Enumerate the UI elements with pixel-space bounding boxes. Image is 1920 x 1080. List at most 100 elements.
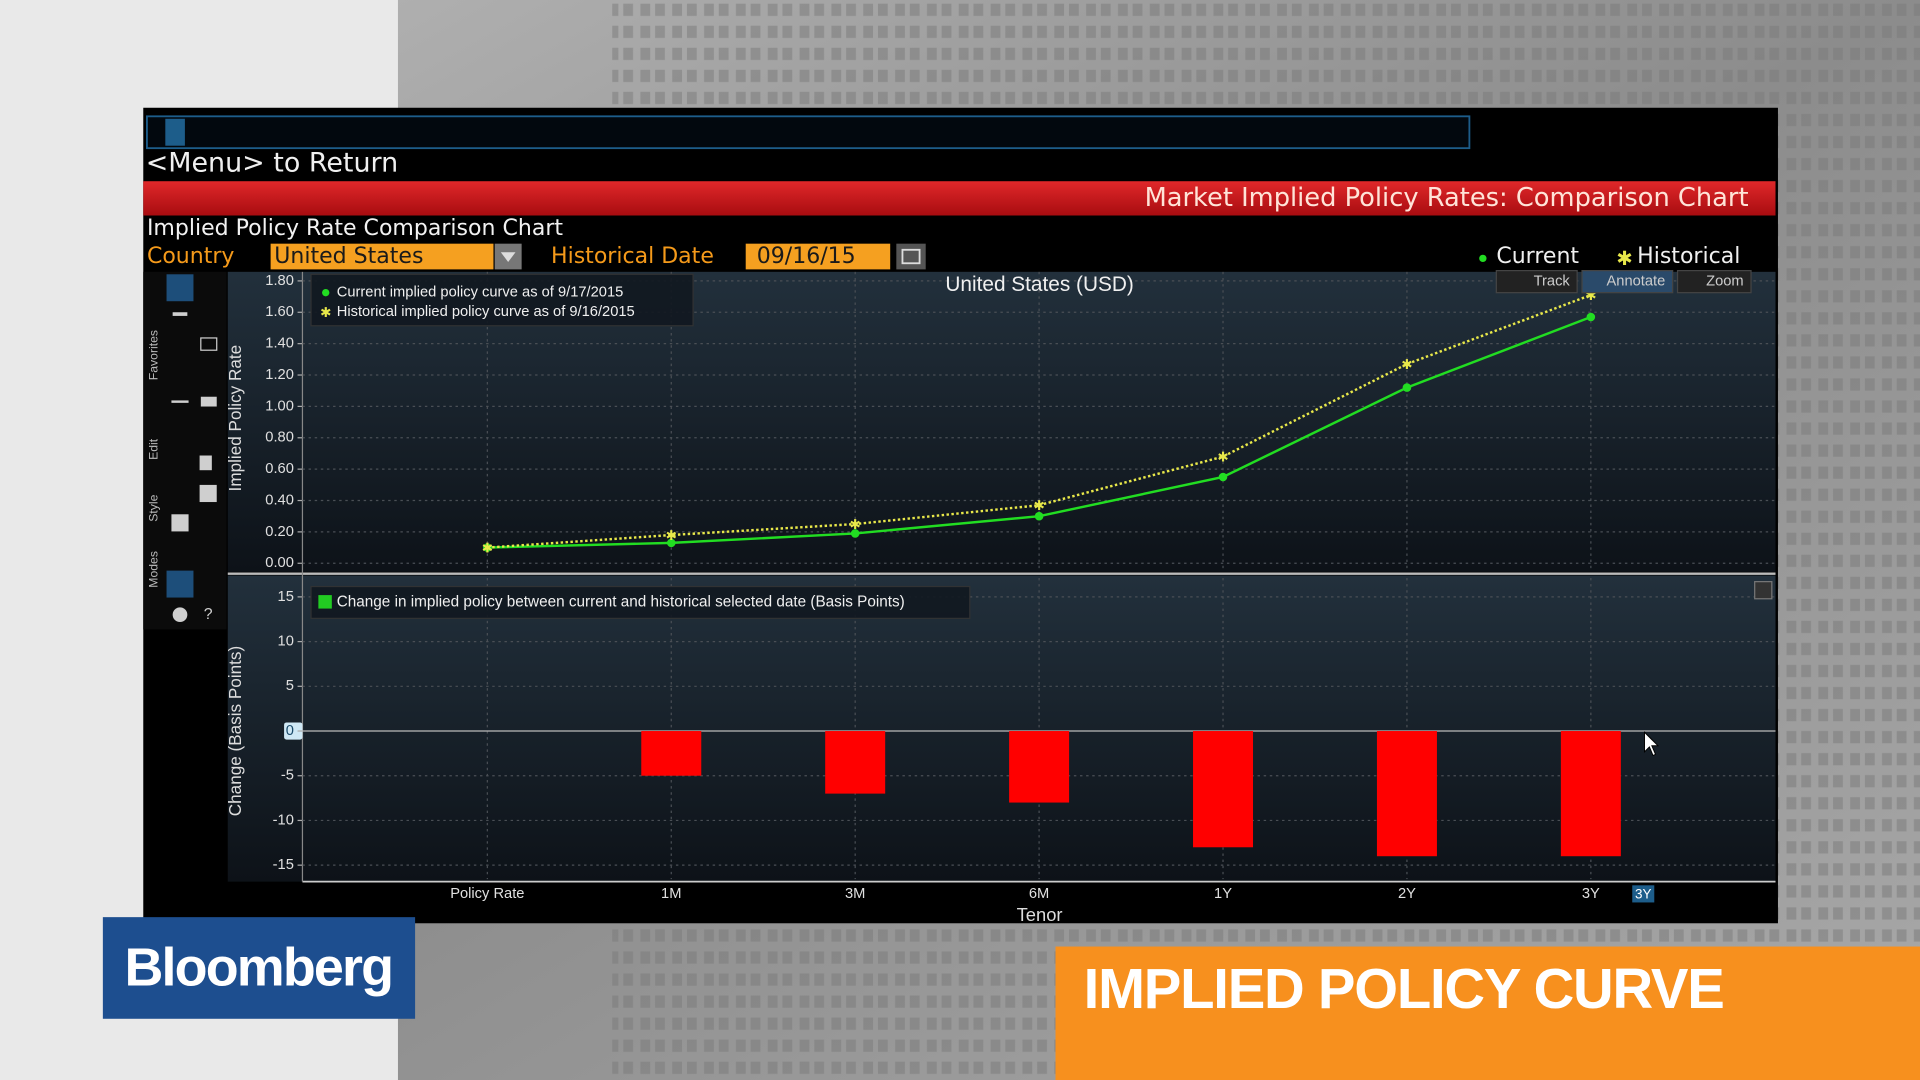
date-label: Historical Date — [551, 244, 714, 269]
y-tick-label: 0.60 — [265, 461, 294, 477]
x-tick-label: 6M — [1029, 886, 1049, 902]
legend-box — [310, 585, 971, 619]
bar — [1376, 731, 1437, 857]
tool-icon[interactable] — [171, 514, 189, 532]
legend-label: Change in implied policy between current… — [337, 593, 905, 610]
y-tick-label: 1.80 — [265, 273, 294, 289]
point — [666, 538, 676, 548]
toolbar-button[interactable] — [1676, 270, 1752, 294]
point — [1402, 383, 1412, 392]
point: ✱ — [1585, 288, 1596, 303]
y-tick-label: 0.20 — [265, 524, 294, 540]
bar — [641, 731, 702, 776]
toolbar-button[interactable] — [1495, 270, 1578, 294]
panel-button[interactable] — [1754, 581, 1773, 600]
toolbar-label: Zoom — [1706, 274, 1744, 290]
x-tick-label: 3M — [845, 886, 865, 902]
zero-tick-highlight — [284, 722, 303, 740]
bar — [1193, 731, 1254, 848]
range-button[interactable] — [1632, 885, 1655, 903]
side-tab[interactable]: Style — [147, 494, 161, 521]
y-tick-label: -15 — [273, 857, 294, 873]
brand-logo: Bloomberg — [125, 937, 393, 997]
tool-icon[interactable] — [200, 337, 218, 351]
banner-title: Market Implied Policy Rates: Comparison … — [1145, 183, 1749, 213]
x-tick-label: 2Y — [1398, 886, 1416, 902]
country-field[interactable] — [270, 243, 494, 270]
side-tab[interactable]: Favorites — [147, 330, 161, 380]
menu-text: <Menu> to Return — [146, 148, 399, 179]
calendar-button[interactable] — [896, 243, 926, 270]
country-value: United States — [274, 244, 423, 269]
x-tick-label: 1Y — [1214, 886, 1232, 902]
point: ✱ — [666, 528, 677, 543]
title-banner — [143, 181, 1776, 216]
point — [483, 543, 492, 552]
y-tick-label: 0.80 — [265, 430, 294, 446]
y-axis-label: Implied Policy Rate — [225, 345, 245, 492]
tool-icon[interactable] — [199, 484, 217, 503]
range-button-label: 3Y — [1635, 887, 1651, 902]
cursor-block — [165, 118, 185, 146]
subtitle: Implied Policy Rate Comparison Chart — [147, 216, 563, 241]
legend-historical-marker: ✱ — [1616, 248, 1632, 270]
x-tick-label: 1M — [661, 886, 681, 902]
y-tick-label: 1.20 — [265, 367, 294, 383]
point: ✱ — [482, 540, 493, 555]
legend-historical: Historical — [1637, 244, 1740, 269]
date-field[interactable] — [745, 243, 891, 270]
tool-select[interactable] — [166, 274, 194, 302]
x-tick-label: 3Y — [1582, 886, 1600, 902]
series-line — [487, 293, 1592, 549]
bar — [1009, 731, 1070, 803]
side-tab[interactable]: Edit — [147, 438, 161, 460]
bar — [1560, 731, 1621, 857]
toolbar-button[interactable] — [1581, 270, 1674, 294]
point: ✱ — [1217, 449, 1228, 464]
y-axis-label: Change (Basis Points) — [225, 646, 245, 816]
bar — [825, 731, 886, 794]
side-tab[interactable]: Modes — [147, 551, 161, 588]
tool-icon[interactable] — [171, 400, 189, 403]
y-tick-label: 1.40 — [265, 336, 294, 352]
point — [1586, 312, 1596, 322]
tool-mode[interactable] — [166, 570, 194, 598]
y-tick-label: 0.00 — [265, 555, 294, 571]
calendar-icon — [901, 248, 921, 265]
toolbar-bg — [143, 271, 227, 630]
legend-current-marker — [1479, 254, 1487, 263]
date-value: 09/16/15 — [757, 244, 856, 269]
point — [1218, 472, 1228, 482]
x-tick-label: Policy Rate — [450, 886, 524, 902]
y-tick-label: 10 — [278, 633, 294, 649]
y-tick-label: -10 — [273, 812, 294, 828]
point — [850, 529, 860, 538]
tool-settings[interactable] — [172, 607, 188, 623]
brand-box — [102, 917, 416, 1019]
dropdown-arrow — [500, 252, 516, 263]
mouse-cursor — [1644, 731, 1660, 757]
legend-label: Historical implied policy curve as of 9/… — [337, 304, 635, 320]
legend-marker — [318, 595, 332, 609]
toolbar-label: Track — [1534, 274, 1571, 290]
x-axis-label: Tenor — [1017, 904, 1063, 925]
y-tick-label: 15 — [278, 589, 294, 605]
y-tick-label: 5 — [286, 678, 294, 694]
legend-marker — [322, 288, 330, 297]
side-toolbar: ? — [143, 271, 227, 630]
y-tick-label: 0 — [286, 723, 294, 739]
tool-icon[interactable] — [172, 312, 188, 316]
point: ✱ — [1033, 498, 1044, 513]
tool-icon[interactable] — [200, 396, 217, 407]
point — [1034, 511, 1044, 521]
tool-icon[interactable] — [199, 455, 212, 471]
y-tick-label: 0.40 — [265, 492, 294, 508]
tool-help[interactable]: ? — [204, 606, 213, 623]
legend-marker: ✱ — [320, 305, 331, 320]
point: ✱ — [1401, 357, 1412, 372]
lower-third — [1055, 946, 1920, 1080]
country-label: Country — [147, 244, 235, 269]
